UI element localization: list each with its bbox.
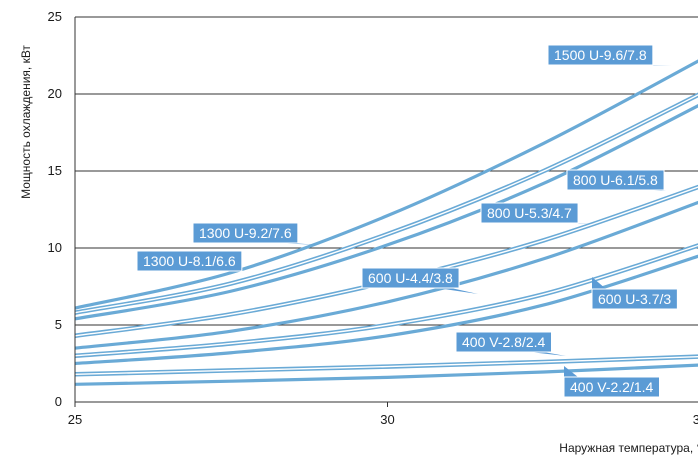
y-tick-label: 10 bbox=[48, 240, 62, 255]
series-line bbox=[74, 200, 698, 350]
y-tick-label: 15 bbox=[48, 163, 62, 178]
series-line-inner bbox=[74, 244, 698, 357]
label-box bbox=[455, 331, 553, 353]
y-axis-title: Мощность охлаждения, кВт bbox=[19, 45, 33, 199]
label-box bbox=[192, 222, 299, 244]
y-tick-label: 0 bbox=[55, 394, 62, 409]
label-pointer bbox=[529, 352, 566, 356]
series-lines bbox=[74, 59, 698, 386]
x-tick-label: 30 bbox=[380, 412, 394, 427]
x-tick-label: 25 bbox=[68, 412, 82, 427]
series-label-text: 800 U-6.1/5.8 bbox=[573, 172, 658, 188]
series-label: 1500 U-9.6/7.8 bbox=[547, 44, 672, 66]
label-box bbox=[563, 376, 661, 398]
x-tick-label: 35 bbox=[693, 412, 698, 427]
label-box bbox=[136, 250, 243, 272]
label-pointer bbox=[592, 277, 606, 289]
grid bbox=[75, 16, 698, 403]
label-box bbox=[591, 288, 678, 310]
series-label-text: 800 U-5.3/4.7 bbox=[487, 205, 572, 221]
series-labels: 1500 U-9.6/7.8 1300 U-9.2/7.6 1300 U-8.1/6… bbox=[136, 44, 678, 398]
series-label-text: 400 V-2.8/2.4 bbox=[462, 334, 546, 350]
series-label-text: 600 U-4.4/3.8 bbox=[368, 270, 453, 286]
y-tick-label: 20 bbox=[48, 86, 62, 101]
y-tick-label: 25 bbox=[48, 9, 62, 24]
series-label-text: 1300 U-9.2/7.6 bbox=[199, 225, 292, 241]
y-tick-label: 5 bbox=[55, 317, 62, 332]
series-line bbox=[74, 59, 698, 310]
series-label: 600 U-3.7/3 bbox=[591, 277, 678, 310]
x-axis-title: Наружная температура, °С bbox=[559, 441, 698, 455]
series-label-text: 1300 U-8.1/6.6 bbox=[143, 253, 236, 269]
series-label: 800 U-6.1/5.8 bbox=[566, 169, 666, 191]
series-label: 1300 U-9.2/7.6 bbox=[192, 222, 321, 245]
series-line bbox=[74, 104, 698, 321]
label-box bbox=[566, 169, 665, 191]
label-box bbox=[480, 202, 579, 224]
series-line-inner bbox=[74, 355, 698, 375]
series-label: 400 V-2.2/1.4 bbox=[563, 366, 661, 398]
label-pointer bbox=[437, 288, 478, 294]
series-line bbox=[74, 363, 698, 386]
series-label-text: 600 U-3.7/3 bbox=[598, 291, 671, 307]
label-box bbox=[547, 44, 654, 66]
series-label: 400 V-2.8/2.4 bbox=[455, 331, 566, 356]
label-box bbox=[361, 267, 460, 289]
label-pointer bbox=[564, 366, 578, 377]
axes: 0 5 10 15 20 25 25 30 35 bbox=[48, 9, 698, 427]
series-label-text: 400 V-2.2/1.4 bbox=[570, 379, 654, 395]
series-label: 800 U-5.3/4.7 bbox=[480, 202, 598, 224]
series-label: 1300 U-8.1/6.6 bbox=[136, 250, 243, 272]
series-line-inner bbox=[74, 94, 698, 314]
series-label-text: 1500 U-9.6/7.8 bbox=[554, 47, 647, 63]
series-label: 600 U-4.4/3.8 bbox=[361, 267, 478, 294]
